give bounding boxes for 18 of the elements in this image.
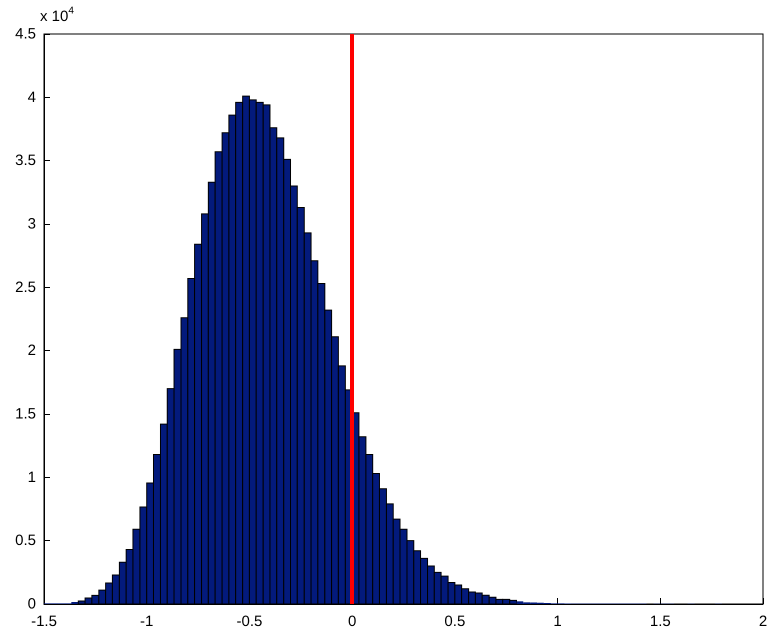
y-tick-label: 2.5	[15, 278, 36, 296]
x-tick-label: 1.5	[650, 613, 671, 630]
y-tick-label: 0.5	[15, 532, 36, 550]
x-tick-label: -1	[140, 613, 154, 630]
y-tick-label: 1.5	[15, 406, 36, 422]
y-tick-label: 4	[28, 88, 36, 106]
x-tick-label: -0.5	[236, 613, 262, 630]
y-tick-label: 4.5	[15, 26, 36, 42]
x-tick-label: 1	[553, 613, 562, 630]
x-tick-label: -1.5	[31, 613, 57, 630]
x-tick-label: 0.5	[444, 613, 466, 630]
y-tick-label: 0	[28, 596, 36, 612]
y-tick-label: 2	[28, 342, 36, 360]
y-tick-label: 3	[28, 216, 36, 232]
y-tick-label: 1	[28, 468, 36, 486]
y-tick-label: 3.5	[15, 152, 36, 170]
x-tick-label: 0	[348, 613, 356, 630]
x-tick-label: 2	[758, 613, 768, 630]
